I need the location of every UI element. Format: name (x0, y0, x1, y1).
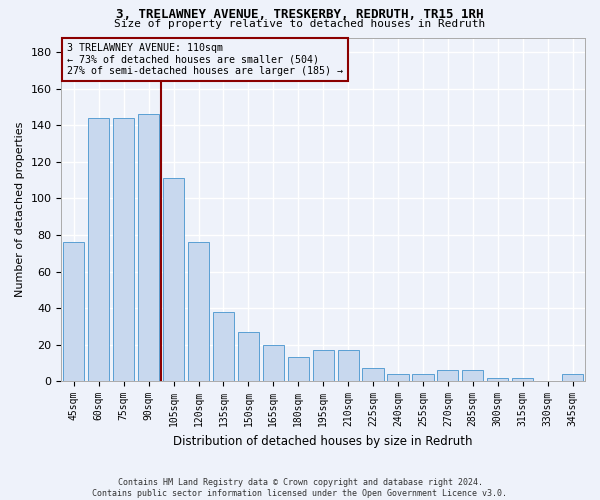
Bar (213, 312, 234, 381)
Bar (313, 350, 334, 381)
Bar (138, 114, 159, 381)
Bar (362, 368, 383, 381)
Bar (188, 242, 209, 381)
Bar (412, 374, 434, 381)
Bar (287, 358, 309, 381)
Bar (88, 118, 109, 381)
Bar (562, 374, 583, 381)
Bar (338, 350, 359, 381)
Bar (512, 378, 533, 381)
Text: Contains HM Land Registry data © Crown copyright and database right 2024.
Contai: Contains HM Land Registry data © Crown c… (92, 478, 508, 498)
Bar (462, 370, 484, 381)
Bar (163, 178, 184, 381)
Bar (263, 344, 284, 381)
Bar (437, 370, 458, 381)
Text: 3, TRELAWNEY AVENUE, TRESKERBY, REDRUTH, TR15 1RH: 3, TRELAWNEY AVENUE, TRESKERBY, REDRUTH,… (116, 8, 484, 20)
Text: 3 TRELAWNEY AVENUE: 110sqm
← 73% of detached houses are smaller (504)
27% of sem: 3 TRELAWNEY AVENUE: 110sqm ← 73% of deta… (67, 42, 343, 76)
Bar (388, 374, 409, 381)
Bar (238, 332, 259, 381)
Y-axis label: Number of detached properties: Number of detached properties (15, 122, 25, 297)
Text: Size of property relative to detached houses in Redruth: Size of property relative to detached ho… (115, 19, 485, 29)
Bar (113, 118, 134, 381)
Bar (63, 242, 85, 381)
Bar (487, 378, 508, 381)
X-axis label: Distribution of detached houses by size in Redruth: Distribution of detached houses by size … (173, 434, 473, 448)
